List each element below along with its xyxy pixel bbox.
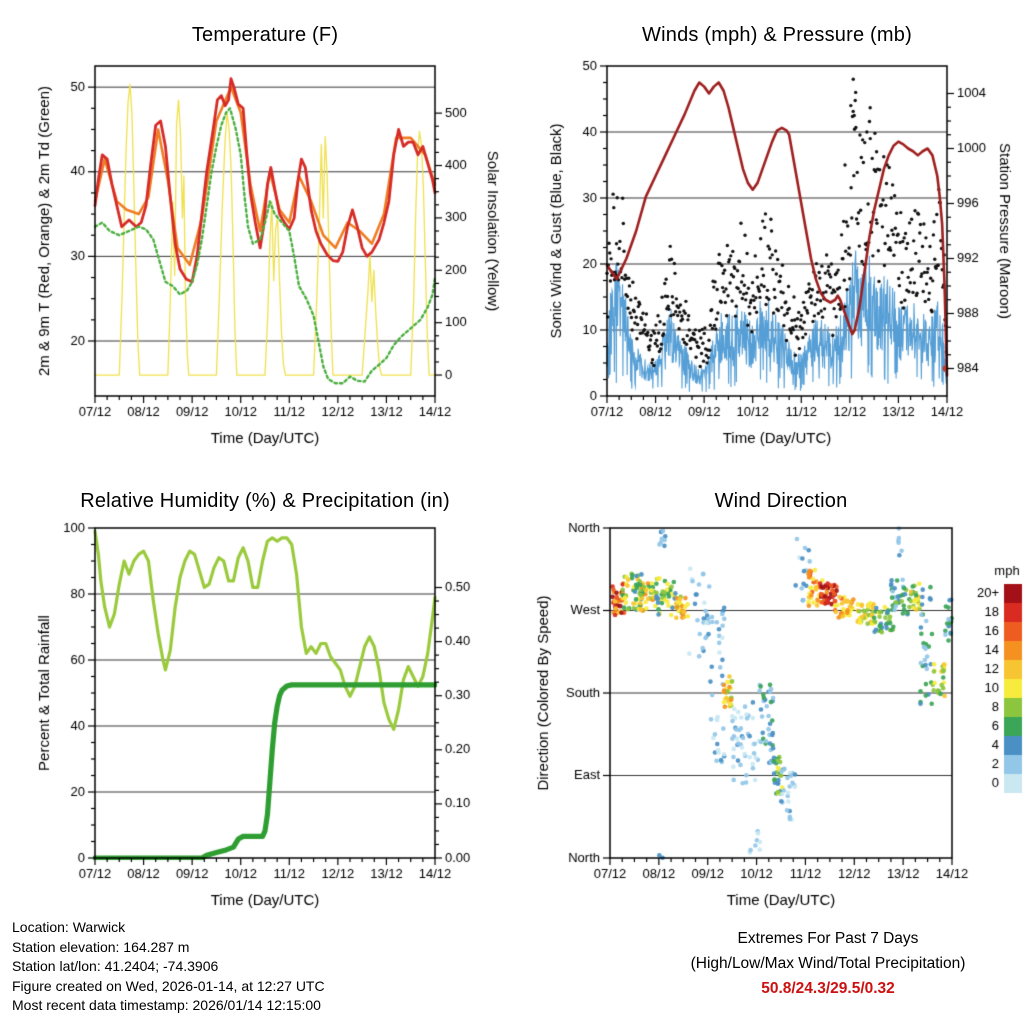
extremes-values: 50.8/24.3/29.5/0.32 <box>761 980 895 997</box>
station-location: Location: Warwick <box>12 919 126 935</box>
extremes-subtitle: (High/Low/Max Wind/Total Precipitation) <box>690 955 966 972</box>
recent-data-timestamp: Most recent data timestamp: 2026/01/14 1… <box>12 997 321 1013</box>
station-elevation: Station elevation: 164.287 m <box>12 938 190 955</box>
humidity-precip-chart <box>0 472 512 917</box>
humidity-precip-title: Relative Humidity (%) & Precipitation (i… <box>80 490 450 512</box>
wind-direction-title: Wind Direction <box>714 490 848 512</box>
extremes-block: Extremes For Past 7 Days (High/Low/Max W… <box>632 926 1024 1001</box>
extremes-title: Extremes For Past 7 Days <box>737 930 919 947</box>
station-latlon: Station lat/lon: 41.2404; -74.3906 <box>12 958 219 974</box>
station-info-block: Location: Warwick Station elevation: 164… <box>12 918 325 1016</box>
wind-direction-chart <box>512 472 1024 917</box>
temperature-title: Temperature (F) <box>191 24 339 46</box>
winds-pressure-title: Winds (mph) & Pressure (mb) <box>642 24 912 46</box>
temperature-chart <box>0 0 512 470</box>
winds-pressure-chart <box>512 0 1024 470</box>
figure-created-timestamp: Figure created on Wed, 2026-01-14, at 12… <box>12 977 325 994</box>
